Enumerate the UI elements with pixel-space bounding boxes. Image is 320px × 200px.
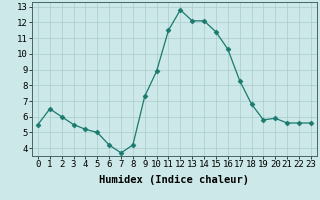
- X-axis label: Humidex (Indice chaleur): Humidex (Indice chaleur): [100, 175, 249, 185]
